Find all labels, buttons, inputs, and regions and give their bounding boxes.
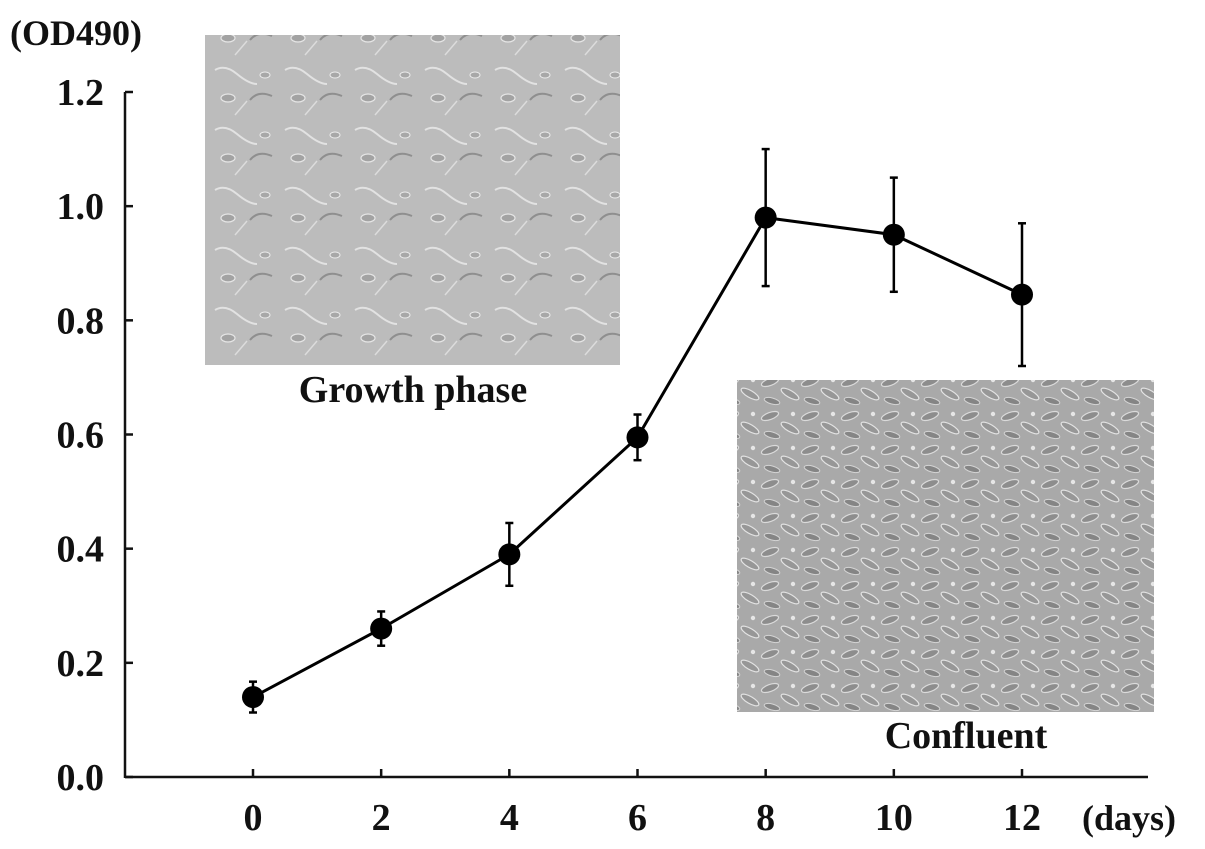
caption-confluent: Confluent <box>885 715 1048 757</box>
caption-growth-phase: Growth phase <box>299 369 527 411</box>
data-point <box>882 223 905 246</box>
x-tick-label: 4 <box>500 797 519 839</box>
tick-group: 0.0 0.2 0.4 0.6 0.8 1.0 1.2 0 2 4 6 8 10 12 <box>57 72 1042 839</box>
data-point <box>370 617 393 640</box>
data-point <box>1011 283 1033 306</box>
y-tick-label: 0.0 <box>57 757 105 799</box>
micrograph-growth-phase <box>205 35 620 365</box>
y-tick-label: 0.4 <box>57 529 105 571</box>
data-point <box>754 206 777 229</box>
x-tick-label: 10 <box>875 797 913 839</box>
y-tick-label: 0.6 <box>57 415 105 457</box>
y-tick-label: 0.2 <box>57 643 105 685</box>
x-tick-label: 2 <box>372 797 391 839</box>
y-tick-label: 1.0 <box>57 186 105 228</box>
data-marks <box>242 147 1033 714</box>
x-tick-label: 6 <box>628 797 647 839</box>
y-axis-label: (OD490) <box>10 13 142 53</box>
y-tick-label: 0.8 <box>57 300 105 342</box>
x-tick-label: 0 <box>244 797 263 839</box>
data-point <box>626 426 649 449</box>
data-point <box>242 686 264 709</box>
y-tick-label: 1.2 <box>57 72 105 114</box>
micrograph-confluent <box>737 380 1154 712</box>
x-axis-label: (days) <box>1082 798 1176 838</box>
x-tick-label: 8 <box>756 797 775 839</box>
data-point <box>498 543 521 566</box>
x-tick-label: 12 <box>1003 797 1041 839</box>
